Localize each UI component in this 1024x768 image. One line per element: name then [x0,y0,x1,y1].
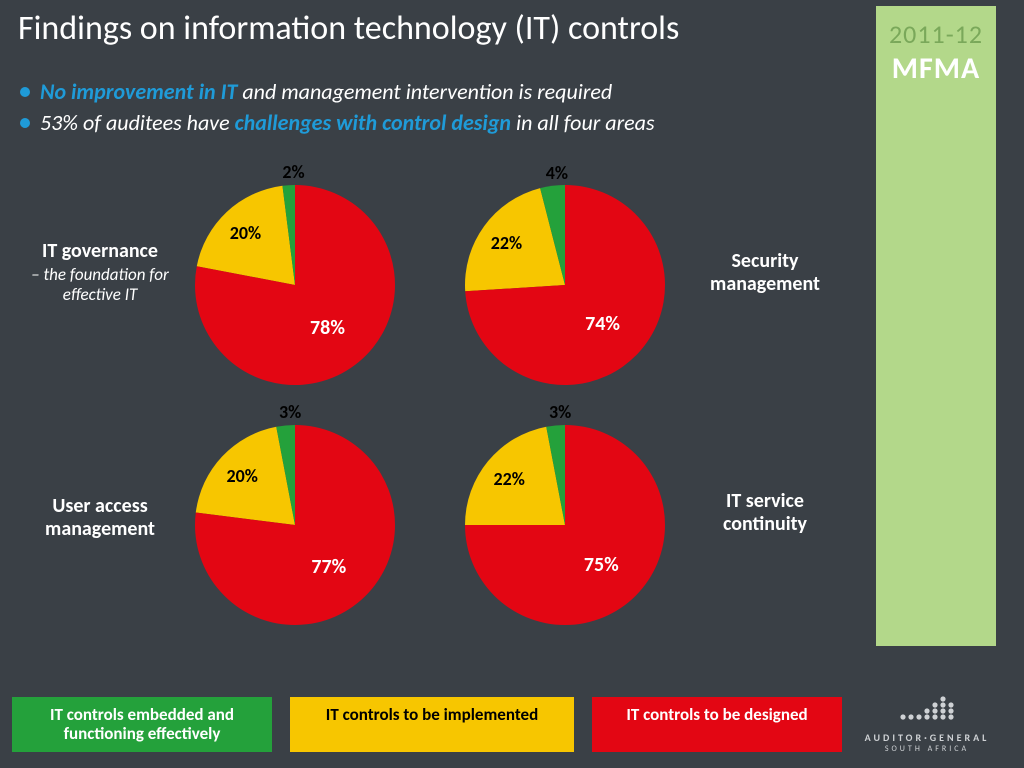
pie-title: IT governance – the foundation for effec… [20,240,180,304]
legend-yellow: IT controls to be implemented [290,697,574,752]
legend: IT controls embedded and functioning eff… [12,697,842,752]
pie-title-text: Security management [710,249,820,296]
slide: Findings on information technology (IT) … [0,0,1024,768]
bullet-list: No improvement in IT and management inte… [20,78,655,140]
pie-title: IT service continuity [690,490,840,536]
pie-title-text: User access management [45,494,155,541]
bullet-prefix: 53% of auditees have [40,109,235,136]
sidebar-year: 2011-12 [889,18,983,50]
pie-chart: 22%3%75% [460,420,670,630]
sidebar-mfma-label: MFMA [892,50,980,87]
pie-title: Security management [690,250,840,296]
pie-pct-yellow: 22% [494,468,525,490]
pie-pct-yellow: 22% [491,232,522,254]
pie-pct-red: 77% [311,555,346,579]
pie-pct-green: 4% [546,162,568,184]
pie-subtitle: – the foundation for effective IT [20,265,180,304]
bullet-dot-icon [20,118,30,128]
auditor-general-logo: AUDITOR·GENERAL SOUTH AFRICA [852,695,1002,754]
bullet-text: 53% of auditees have challenges with con… [40,109,655,136]
pie-pct-yellow: 20% [230,222,261,244]
pie-chart: 22%4%74% [460,180,670,390]
bullet-rest: in all four areas [511,109,654,136]
bullet-rest: and management intervention is required [237,78,612,105]
bullet-highlight: challenges with control design [235,109,511,136]
pie-chart: 20%3%77% [190,420,400,630]
pie-title-text: IT governance [42,239,158,263]
pie-security-management: Security management 22%4%74% [430,170,840,410]
pie-pct-red: 75% [584,553,619,577]
bullet-dot-icon [20,87,30,97]
logo-name: AUDITOR·GENERAL [852,731,1002,744]
pie-it-governance: IT governance – the foundation for effec… [20,170,430,410]
legend-green: IT controls embedded and functioning eff… [12,697,272,752]
pie-it-service-continuity: IT service continuity 22%3%75% [430,410,840,650]
bullet-text: No improvement in IT and management inte… [40,78,612,105]
pie-title: User access management [20,495,180,541]
logo-sub: SOUTH AFRICA [852,744,1002,754]
bullet-item: 53% of auditees have challenges with con… [20,109,655,136]
bullet-highlight: No improvement in IT [40,78,237,105]
legend-red: IT controls to be designed [592,697,842,752]
pie-pct-green: 3% [549,401,571,423]
chart-area: IT governance – the foundation for effec… [20,170,840,650]
page-title: Findings on information technology (IT) … [18,8,679,49]
logo-dots-icon [852,695,1002,727]
pie-pct-yellow: 20% [227,465,258,487]
pie-pct-red: 74% [585,312,620,336]
sidebar-mfma: 2011-12 MFMA [876,6,996,646]
bullet-item: No improvement in IT and management inte… [20,78,655,105]
pie-pct-green: 2% [282,161,304,183]
pie-title-text: IT service continuity [723,489,807,536]
pie-pct-green: 3% [279,401,301,423]
pie-user-access-management: User access management 20%3%77% [20,410,430,650]
pie-chart: 20%2%78% [190,180,400,390]
pie-pct-red: 78% [310,316,345,340]
